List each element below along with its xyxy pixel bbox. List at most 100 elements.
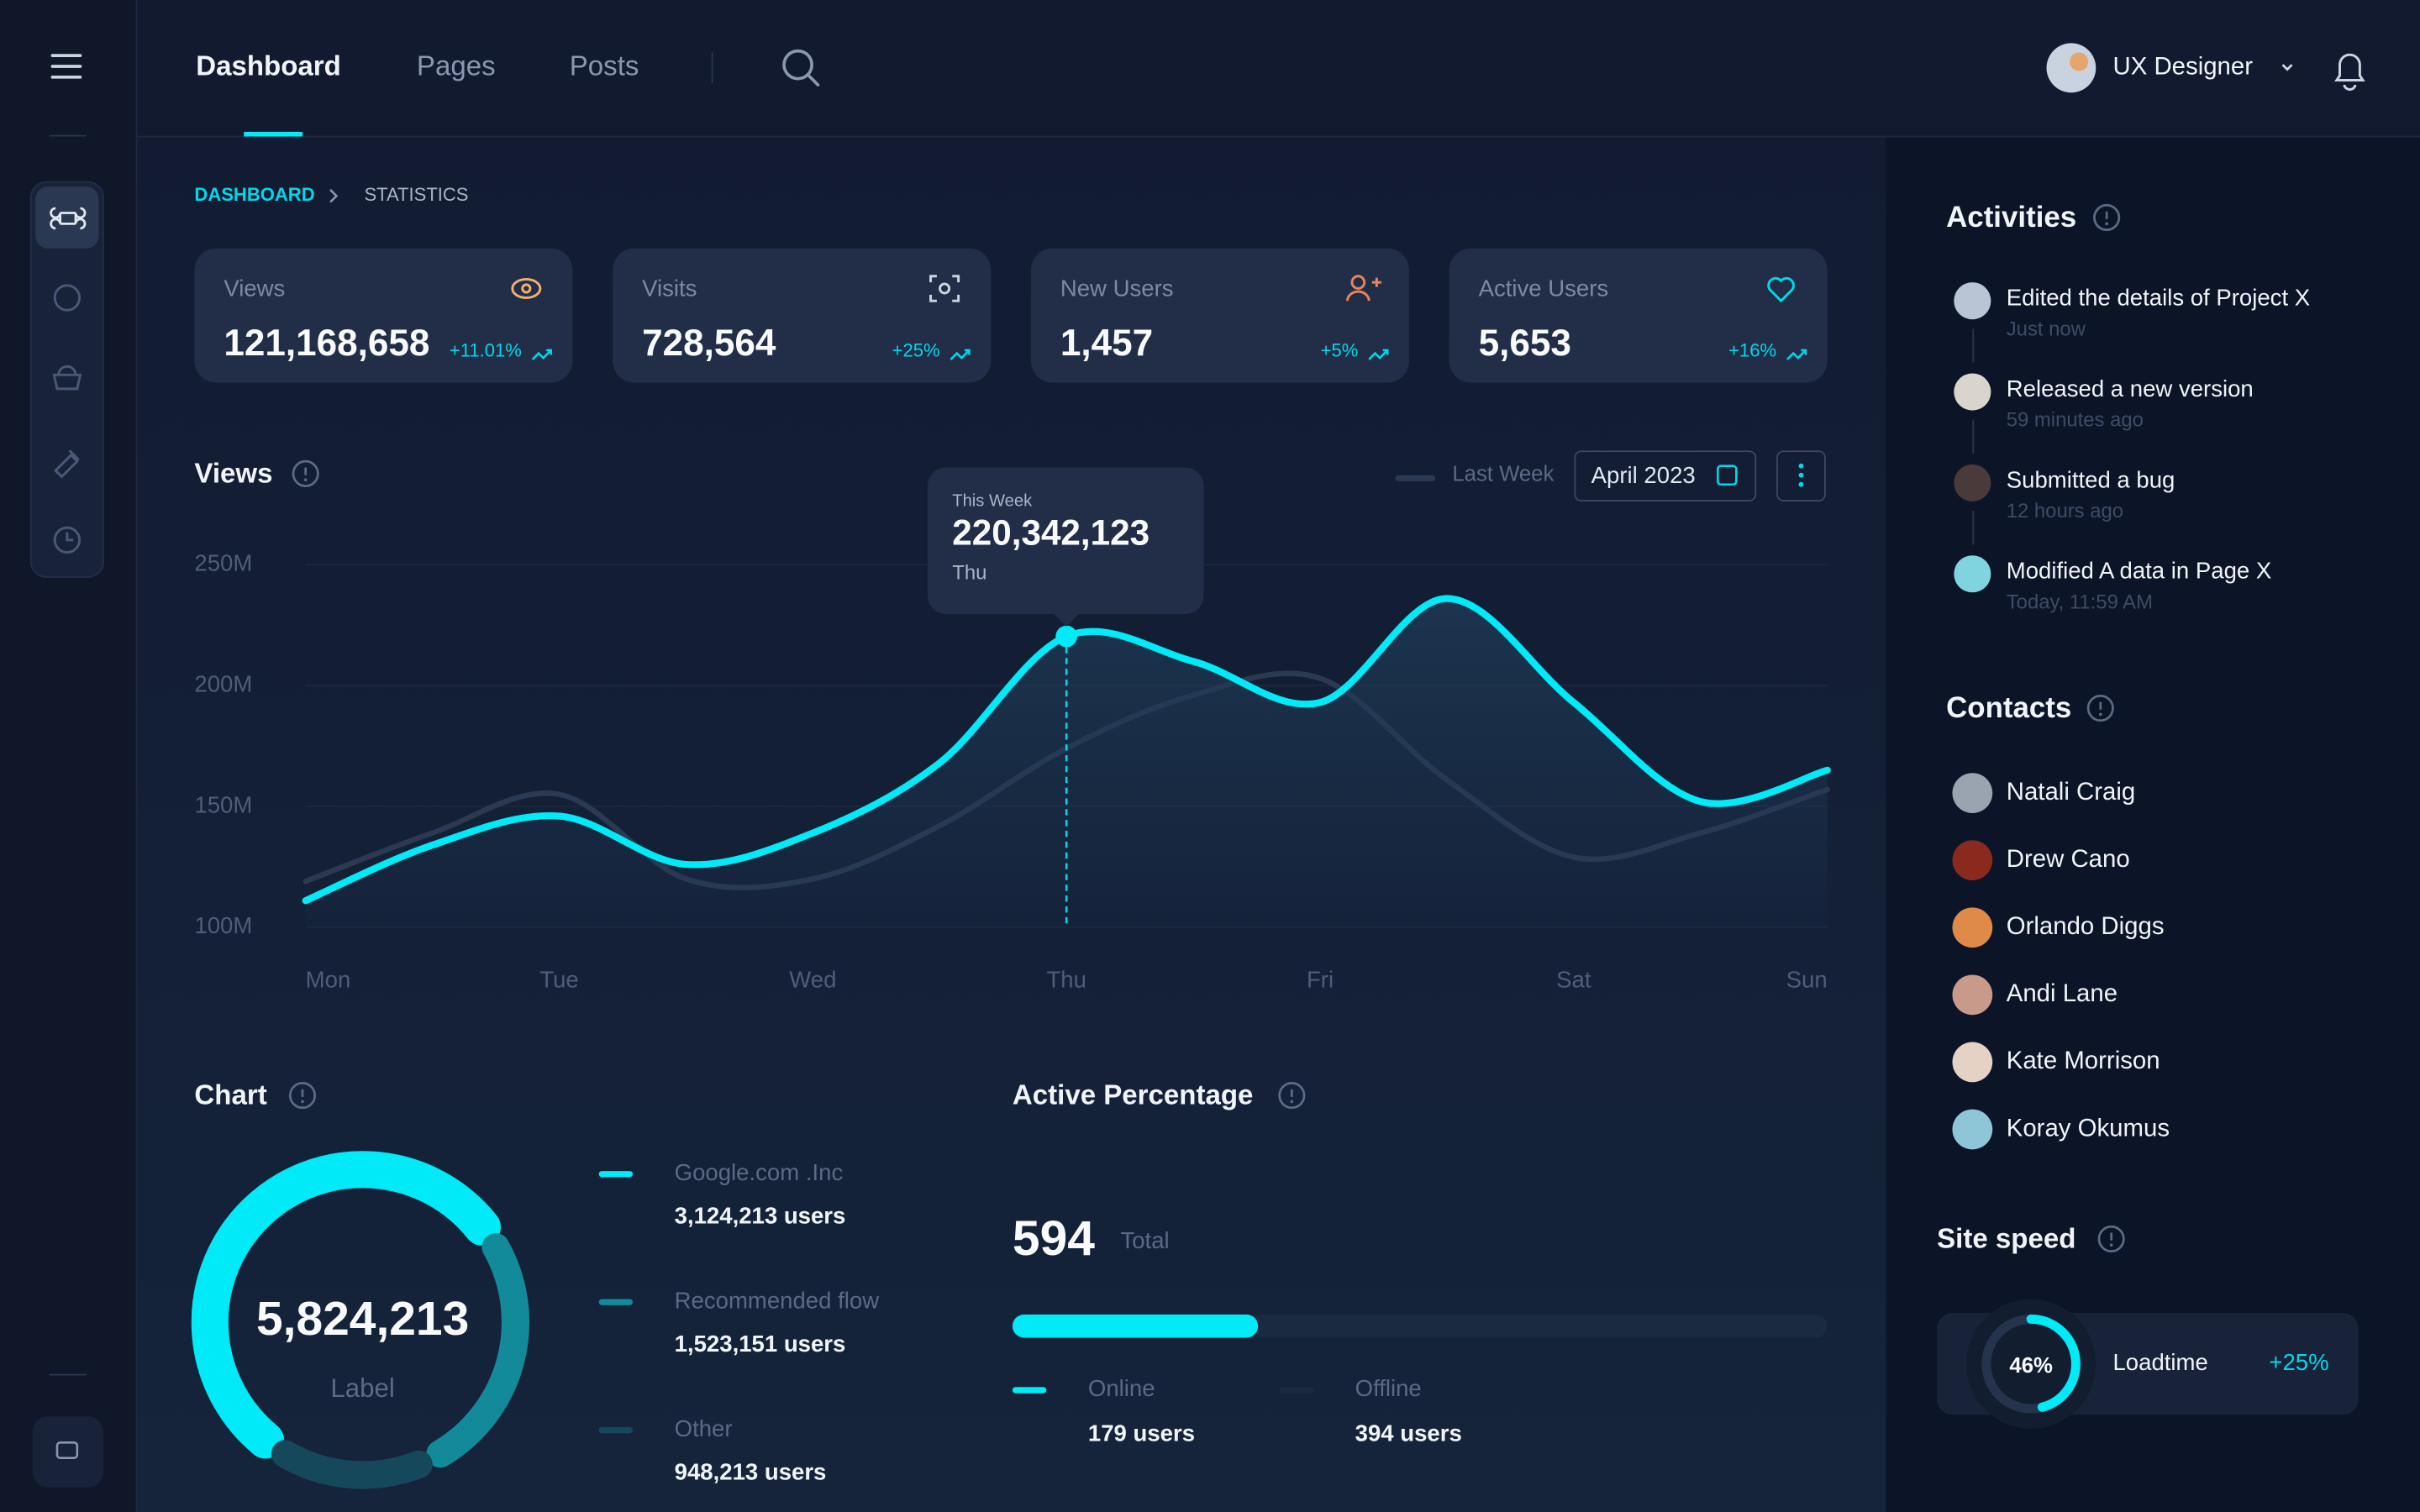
more-button[interactable] — [1776, 450, 1826, 501]
contact-avatar[interactable] — [1952, 907, 1993, 948]
user-name[interactable]: UX Designer — [2112, 53, 2253, 81]
info-icon — [2086, 694, 2114, 722]
breadcrumb-current: STATISTICS — [364, 184, 468, 205]
stat-change: +25% — [892, 340, 940, 361]
calendar-icon — [1717, 465, 1738, 486]
x-tick-label: Thu — [1046, 966, 1086, 992]
trend-icon — [950, 349, 971, 360]
activity-avatar — [1954, 555, 1991, 593]
x-tick-label: Wed — [789, 966, 836, 992]
date-picker[interactable] — [1574, 450, 1757, 501]
more-dot — [1798, 463, 1804, 469]
legend-value: 394 users — [1355, 1420, 1462, 1446]
progress-bar — [1012, 1314, 1259, 1338]
legend-label: Recommended flow — [675, 1287, 880, 1313]
stat-change: +11.01% — [450, 340, 522, 361]
contact-avatar[interactable] — [1952, 1109, 1993, 1150]
chat-button[interactable] — [32, 1416, 104, 1488]
legend-label: Last Week — [1452, 463, 1554, 486]
basket-icon[interactable] — [52, 365, 82, 391]
x-tick-label: Fri — [1307, 966, 1334, 992]
legend-label: Online — [1088, 1375, 1155, 1401]
tooltip-title: This Week — [952, 491, 1033, 510]
top-bar — [137, 0, 2420, 136]
donut-total: 5,824,213 — [256, 1292, 469, 1346]
bell-icon[interactable] — [2334, 53, 2365, 91]
user-chevron[interactable] — [2281, 64, 2293, 71]
info-icon-dot — [2109, 1243, 2113, 1247]
section-title: Chart — [194, 1080, 266, 1111]
compass-icon[interactable] — [53, 284, 82, 312]
legend-label: Other — [675, 1415, 733, 1441]
breadcrumb-link[interactable]: DASHBOARD — [194, 184, 314, 205]
chart-title: Views — [194, 458, 272, 489]
stat-label: New Users — [1060, 276, 1174, 302]
trend-icon — [1368, 349, 1389, 360]
stat-card — [1449, 248, 1828, 383]
legend-value: 3,124,213 users — [675, 1202, 846, 1228]
y-tick-label: 100M — [194, 912, 252, 938]
trend-icon — [1786, 349, 1807, 360]
clock-icon[interactable] — [53, 526, 82, 554]
stat-value: 1,457 — [1060, 323, 1153, 364]
activity-time: Just now — [2007, 318, 2086, 340]
legend-label: Offline — [1355, 1375, 1422, 1401]
tooltip-value: 220,342,123 — [952, 513, 1150, 553]
stat-label: Active Users — [1479, 276, 1609, 302]
info-icon-dot — [303, 478, 308, 482]
sidebar-active[interactable] — [35, 186, 99, 249]
contact-name[interactable]: Orlando Diggs — [2007, 912, 2165, 940]
user-avatar-detail — [2070, 52, 2089, 71]
stat-value: 728,564 — [642, 323, 776, 364]
activity-text: Modified A data in Page X — [2007, 558, 2271, 584]
info-icon-dot — [301, 1100, 304, 1104]
activity-time: Today, 11:59 AM — [2007, 591, 2153, 613]
activity-avatar — [1954, 373, 1991, 411]
command-icon[interactable] — [50, 207, 87, 230]
y-tick-label: 250M — [194, 550, 252, 576]
y-tick-label: 200M — [194, 670, 252, 696]
contact-name[interactable]: Koray Okumus — [2007, 1114, 2170, 1142]
date-picker-label[interactable]: April 2023 — [1591, 462, 1696, 488]
donut-total-label: Label — [330, 1373, 394, 1403]
stat-card — [194, 248, 573, 383]
info-icon-dot — [1290, 1100, 1294, 1104]
contact-name[interactable]: Kate Morrison — [2007, 1047, 2160, 1074]
contact-avatar[interactable] — [1952, 974, 1993, 1016]
chat-icon — [55, 1441, 79, 1459]
info-icon-dot — [2105, 222, 2108, 226]
clock-hands — [66, 532, 74, 542]
contact-avatar[interactable] — [1952, 840, 1993, 881]
breadcrumb-chevron — [329, 189, 339, 203]
user-avatar[interactable] — [2046, 43, 2096, 93]
contact-name[interactable]: Natali Craig — [2007, 778, 2135, 806]
section-title: Activities — [1946, 201, 2076, 234]
nav-tab[interactable]: Pages — [417, 51, 496, 82]
section-title: Contacts — [1946, 691, 2071, 724]
stat-label: Views — [224, 276, 285, 302]
right-panel — [1886, 137, 2420, 1512]
x-tick-label: Sun — [1786, 966, 1828, 992]
stat-value: 121,168,658 — [224, 323, 429, 364]
search-icon[interactable] — [782, 49, 813, 81]
donut-segment — [191, 1151, 501, 1459]
info-icon — [288, 1082, 317, 1110]
tooltip — [927, 467, 1204, 615]
contact-avatar[interactable] — [1952, 773, 1993, 813]
more-dot — [1798, 472, 1804, 478]
stat-change: +16% — [1728, 340, 1776, 361]
nav-tab[interactable]: Dashboard — [196, 51, 341, 82]
sidebar-group — [29, 181, 104, 578]
activity-text: Submitted a bug — [2007, 466, 2175, 492]
contact-avatar[interactable] — [1952, 1042, 1993, 1083]
more-dot — [1798, 481, 1804, 487]
nav-tab[interactable]: Posts — [570, 51, 639, 82]
activity-text: Released a new version — [2007, 375, 2254, 402]
stat-card — [613, 248, 992, 383]
tools-icon[interactable] — [54, 449, 80, 479]
contact-name[interactable]: Andi Lane — [2007, 979, 2118, 1007]
section-title: Site speed — [1937, 1223, 2075, 1254]
activity-avatar — [1954, 464, 1991, 501]
user-add-body — [1346, 277, 1381, 302]
contact-name[interactable]: Drew Cano — [2007, 845, 2130, 873]
